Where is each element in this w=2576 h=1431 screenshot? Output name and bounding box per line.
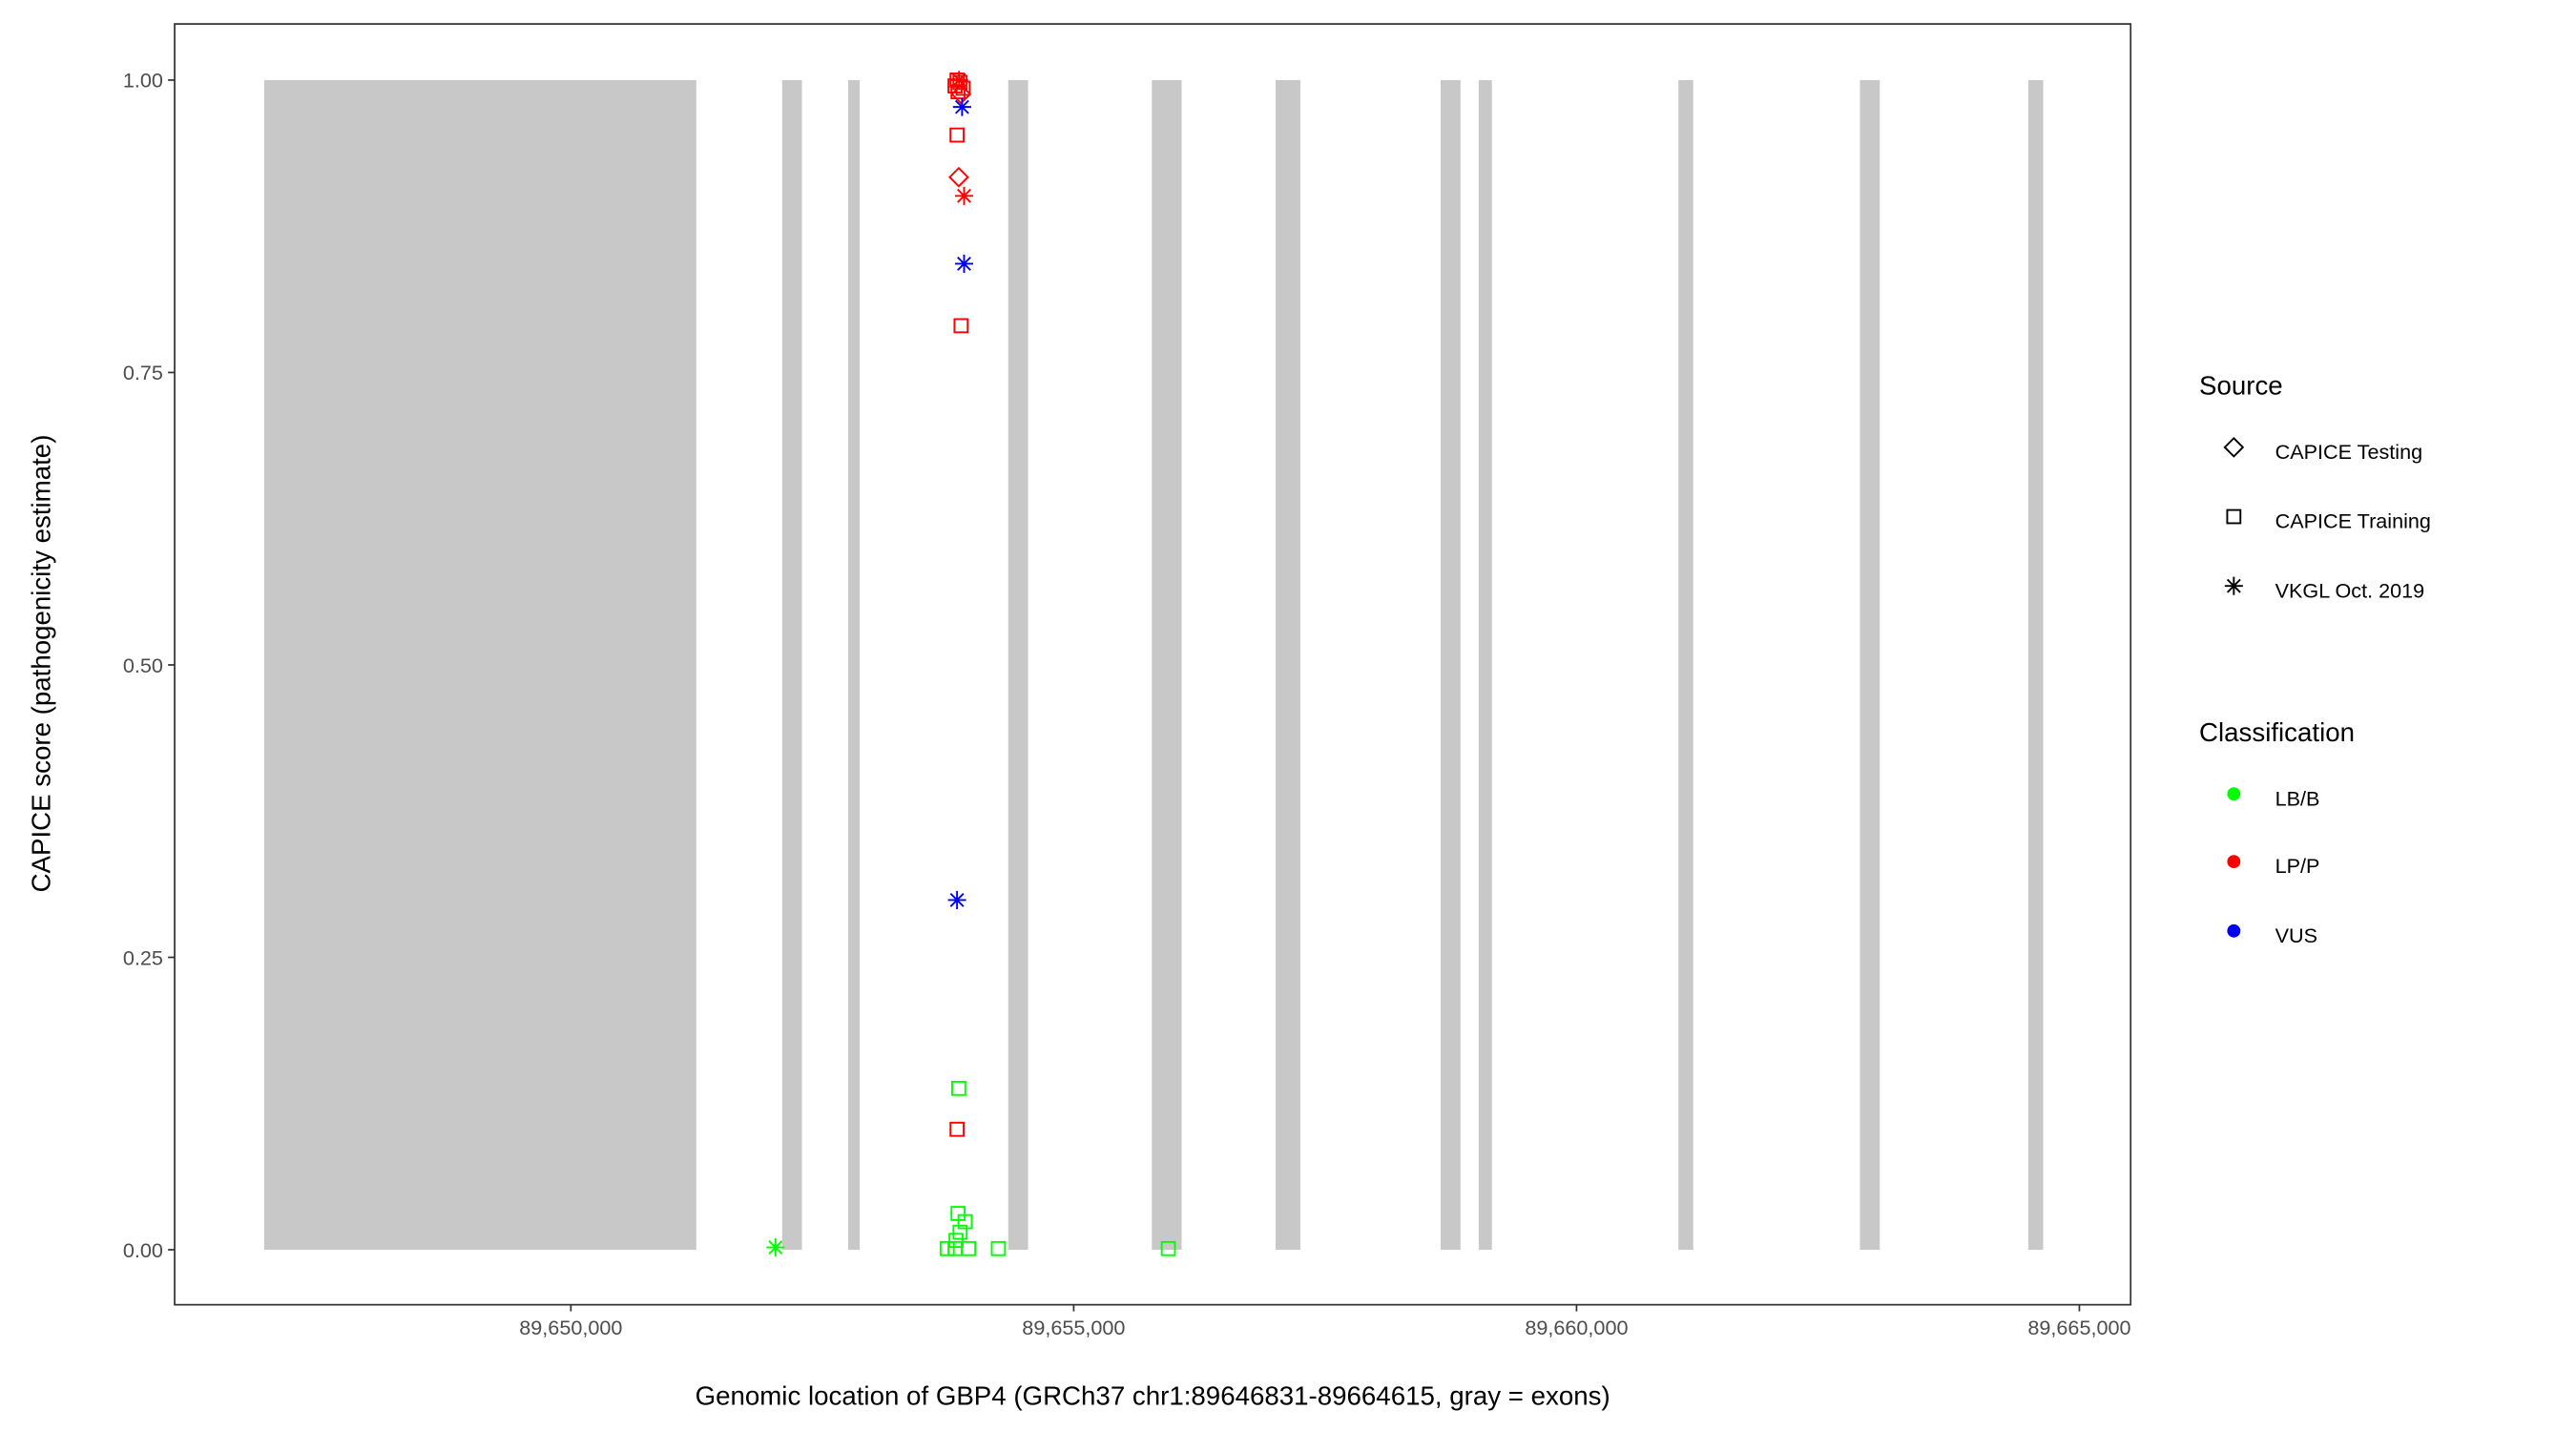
exon-bar <box>1859 79 1880 1251</box>
legend-source-title: Source <box>2199 370 2283 400</box>
legend-class-item-1: LP/P <box>2275 854 2320 878</box>
square-marker <box>955 80 971 96</box>
legend: Source CAPICE Testing CAPICE Training VK… <box>2199 370 2431 946</box>
square-marker <box>939 1240 955 1256</box>
x-tick-label: 89,665,000 <box>2027 1316 2130 1339</box>
legend-source-item-2: VKGL Oct. 2019 <box>2275 578 2425 602</box>
exon-bar <box>1152 79 1182 1251</box>
diamond-marker <box>2223 436 2245 458</box>
y-axis-title: CAPICE score (pathogenicity estimate) <box>26 435 55 893</box>
square-marker <box>948 1233 964 1249</box>
x-tick-label: 89,660,000 <box>1525 1316 1628 1339</box>
square-marker <box>953 318 969 334</box>
data-point <box>952 97 971 116</box>
square-marker <box>957 1213 973 1230</box>
data-point <box>957 1213 973 1230</box>
data-point <box>955 80 971 96</box>
square-marker <box>949 1121 965 1137</box>
data-point <box>961 1240 977 1256</box>
data-point <box>1160 1240 1176 1256</box>
exon-bar <box>1008 79 1028 1251</box>
square-marker <box>949 127 965 143</box>
y-tick-label: 0.50 <box>123 653 163 677</box>
data-point <box>953 318 969 334</box>
data-point <box>948 1233 964 1249</box>
legend-class-title: Classification <box>2199 717 2355 747</box>
exon-bar <box>1276 79 1300 1251</box>
data-point <box>766 1238 785 1257</box>
data-point <box>939 1240 955 1256</box>
legend-class-key-dot-icon <box>2227 787 2241 801</box>
data-point <box>949 127 965 143</box>
data-point <box>954 254 974 273</box>
data-point <box>990 1240 1007 1256</box>
legend-source-key-asterisk-icon <box>2224 576 2243 595</box>
dot-marker <box>2227 787 2241 801</box>
exon-bar <box>1678 79 1693 1251</box>
points-layer <box>766 71 1176 1257</box>
square-marker <box>1160 1240 1176 1256</box>
legend-source-item-0: CAPICE Testing <box>2275 440 2423 464</box>
square-marker <box>2226 508 2242 525</box>
y-tick-label: 0.00 <box>123 1238 163 1262</box>
asterisk-marker <box>766 1238 785 1257</box>
exon-layer <box>263 79 2044 1251</box>
y-tick-label: 0.25 <box>123 945 163 969</box>
asterisk-marker <box>954 254 974 273</box>
y-tick-label: 1.00 <box>123 69 163 93</box>
data-point <box>954 186 974 205</box>
diamond-marker <box>950 83 972 105</box>
square-marker <box>947 1240 963 1256</box>
x-tick-label: 89,655,000 <box>1022 1316 1125 1339</box>
asterisk-marker <box>2224 576 2243 595</box>
exon-bar <box>2027 79 2044 1251</box>
square-marker <box>990 1240 1007 1256</box>
square-marker <box>952 1224 968 1240</box>
data-point <box>947 1240 963 1256</box>
legend-source-key-diamond-icon <box>2223 436 2245 458</box>
data-point <box>952 1224 968 1240</box>
data-point <box>949 1121 965 1137</box>
legend-class-key-dot-icon <box>2227 855 2241 869</box>
exon-bar <box>781 79 802 1251</box>
square-marker <box>961 1240 977 1256</box>
asterisk-marker <box>954 186 974 205</box>
dot-marker <box>2227 923 2241 938</box>
exon-bar <box>1478 79 1492 1251</box>
data-point <box>950 83 972 105</box>
diamond-marker <box>948 166 969 188</box>
exon-bar <box>847 79 861 1251</box>
y-axis: 0.00 0.25 0.50 0.75 1.00 <box>123 69 176 1262</box>
asterisk-marker <box>952 97 971 116</box>
legend-class-item-0: LB/B <box>2275 786 2320 810</box>
square-marker <box>950 84 966 100</box>
data-point <box>948 166 969 188</box>
square-marker <box>951 1080 966 1096</box>
legend-class-item-2: VUS <box>2275 923 2317 947</box>
asterisk-marker <box>947 890 966 909</box>
data-point <box>949 71 968 90</box>
exon-bar <box>1441 79 1461 1251</box>
data-point <box>951 1080 966 1096</box>
asterisk-marker <box>949 71 968 90</box>
data-point <box>950 84 966 100</box>
dot-marker <box>2227 855 2241 869</box>
legend-source-item-1: CAPICE Training <box>2275 509 2431 533</box>
data-point <box>947 890 966 909</box>
x-tick-label: 89,650,000 <box>519 1316 622 1339</box>
legend-class-key-dot-icon <box>2227 923 2241 938</box>
x-axis-title: Genomic location of GBP4 (GRCh37 chr1:89… <box>696 1380 1610 1410</box>
exon-bar <box>263 79 696 1251</box>
y-tick-label: 0.75 <box>123 361 163 384</box>
x-axis: 89,650,000 89,655,000 89,660,000 89,665,000 <box>519 1304 2131 1339</box>
legend-source-key-square-icon <box>2226 508 2242 525</box>
